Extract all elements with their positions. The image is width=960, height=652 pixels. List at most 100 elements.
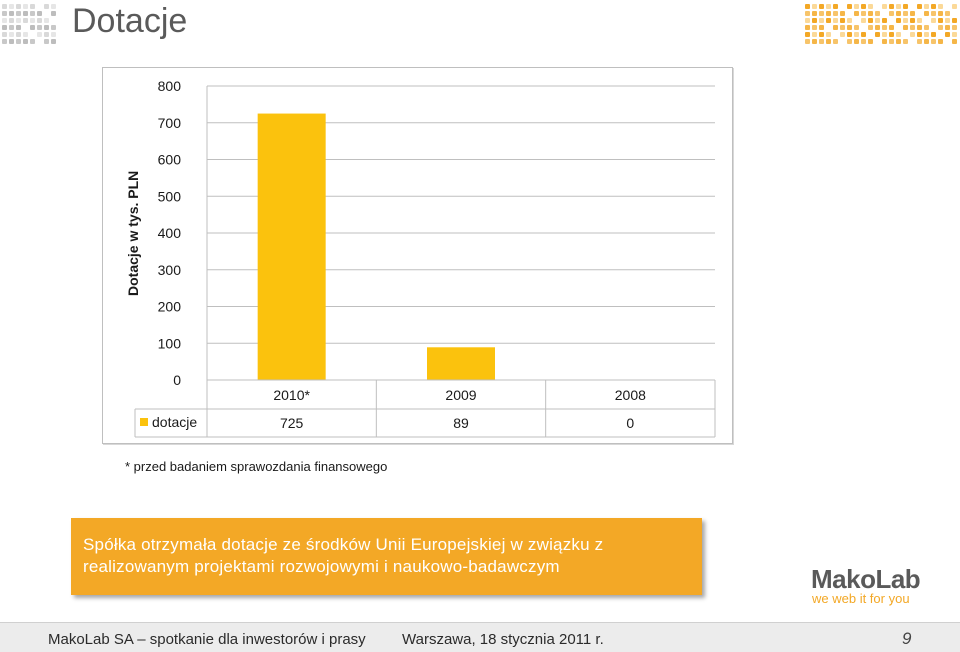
decor-dot [896, 32, 901, 37]
decor-dot [910, 25, 915, 30]
decor-dot [812, 32, 817, 37]
x-category-label: 2008 [615, 387, 646, 403]
decor-dot [924, 4, 929, 9]
decor-dot [9, 18, 14, 23]
decor-dot [847, 25, 852, 30]
decor-dot [840, 32, 845, 37]
decor-dot [875, 18, 880, 23]
decor-dot [16, 25, 21, 30]
decor-dot [2, 25, 7, 30]
decor-dot [847, 39, 852, 44]
decor-dot [868, 4, 873, 9]
footer-bar: MakoLab SA – spotkanie dla inwestorów i … [0, 622, 960, 652]
decor-dot [875, 32, 880, 37]
decor-dot [903, 4, 908, 9]
decor-dot [826, 39, 831, 44]
decor-dot [868, 18, 873, 23]
decor-dot [51, 25, 56, 30]
decor-dot [910, 11, 915, 16]
decor-dot [16, 11, 21, 16]
decor-dot [833, 25, 838, 30]
decor-dot [833, 11, 838, 16]
decor-dot [896, 18, 901, 23]
decor-dot [945, 25, 950, 30]
decor-dot [805, 11, 810, 16]
decor-dot [819, 11, 824, 16]
decor-dot [889, 39, 894, 44]
decor-dot [23, 39, 28, 44]
decor-dot [931, 18, 936, 23]
decor-dot [37, 18, 42, 23]
decor-dot [896, 39, 901, 44]
decor-dot [819, 32, 824, 37]
decor-dot [931, 32, 936, 37]
decor-dot [23, 32, 28, 37]
y-axis-label: Dotacje w tys. PLN [125, 170, 141, 296]
decor-dot [931, 39, 936, 44]
decor-dot [9, 25, 14, 30]
decor-dot [889, 25, 894, 30]
decor-dot [826, 18, 831, 23]
decor-dot [924, 25, 929, 30]
decor-dot [812, 11, 817, 16]
decor-dot [9, 32, 14, 37]
decor-dot [37, 25, 42, 30]
logo-name: MakoLab [811, 564, 921, 594]
data-label: 0 [626, 415, 634, 431]
logo-tagline: we web it for you [812, 591, 910, 606]
y-tick-label: 800 [158, 78, 182, 94]
bar [257, 113, 326, 380]
callout-line-2: realizowanym projektami rozwojowymi i na… [83, 557, 560, 576]
decor-dot [44, 39, 49, 44]
y-tick-label: 600 [158, 152, 182, 168]
callout-line-1: Spółka otrzymała dotacje ze środków Unii… [83, 535, 604, 554]
bar [427, 347, 495, 380]
decor-dot [16, 4, 21, 9]
decor-dot [903, 18, 908, 23]
decor-dot [945, 32, 950, 37]
decor-dot [840, 18, 845, 23]
decor-dot [882, 4, 887, 9]
decor-dot [917, 18, 922, 23]
decor-dot [896, 11, 901, 16]
decor-dot [51, 32, 56, 37]
decor-dot [861, 18, 866, 23]
decor-dot [833, 18, 838, 23]
decor-dot [833, 39, 838, 44]
decor-dot [910, 18, 915, 23]
y-tick-label: 500 [158, 188, 182, 204]
decor-dot [805, 18, 810, 23]
legend-label: dotacje [152, 414, 197, 430]
footnote: * przed badaniem sprawozdania finansoweg… [125, 459, 388, 474]
decor-dot [854, 11, 859, 16]
decor-dot [2, 11, 7, 16]
decor-dot [854, 32, 859, 37]
decor-dot [805, 32, 810, 37]
decor-dot [952, 18, 957, 23]
decor-dot [23, 4, 28, 9]
decor-dot [51, 11, 56, 16]
decor-dot [819, 25, 824, 30]
decor-dot [819, 18, 824, 23]
y-tick-label: 0 [173, 372, 181, 388]
decor-dot [805, 39, 810, 44]
decor-dot [931, 11, 936, 16]
decor-dot [847, 18, 852, 23]
decor-dot [861, 11, 866, 16]
decor-dot [2, 18, 7, 23]
decor-dot [30, 4, 35, 9]
decor-dot [882, 25, 887, 30]
decor-dot [882, 18, 887, 23]
decor-dot [882, 39, 887, 44]
y-tick-label: 400 [158, 225, 182, 241]
decor-dot [812, 25, 817, 30]
decor-dot [826, 4, 831, 9]
decor-dot [2, 32, 7, 37]
y-tick-label: 100 [158, 335, 182, 351]
decor-dot [16, 32, 21, 37]
decor-dot [938, 25, 943, 30]
callout-box: Spółka otrzymała dotacje ze środków Unii… [71, 518, 702, 595]
decor-dot [861, 32, 866, 37]
decor-dot [889, 11, 894, 16]
decor-dot [924, 39, 929, 44]
